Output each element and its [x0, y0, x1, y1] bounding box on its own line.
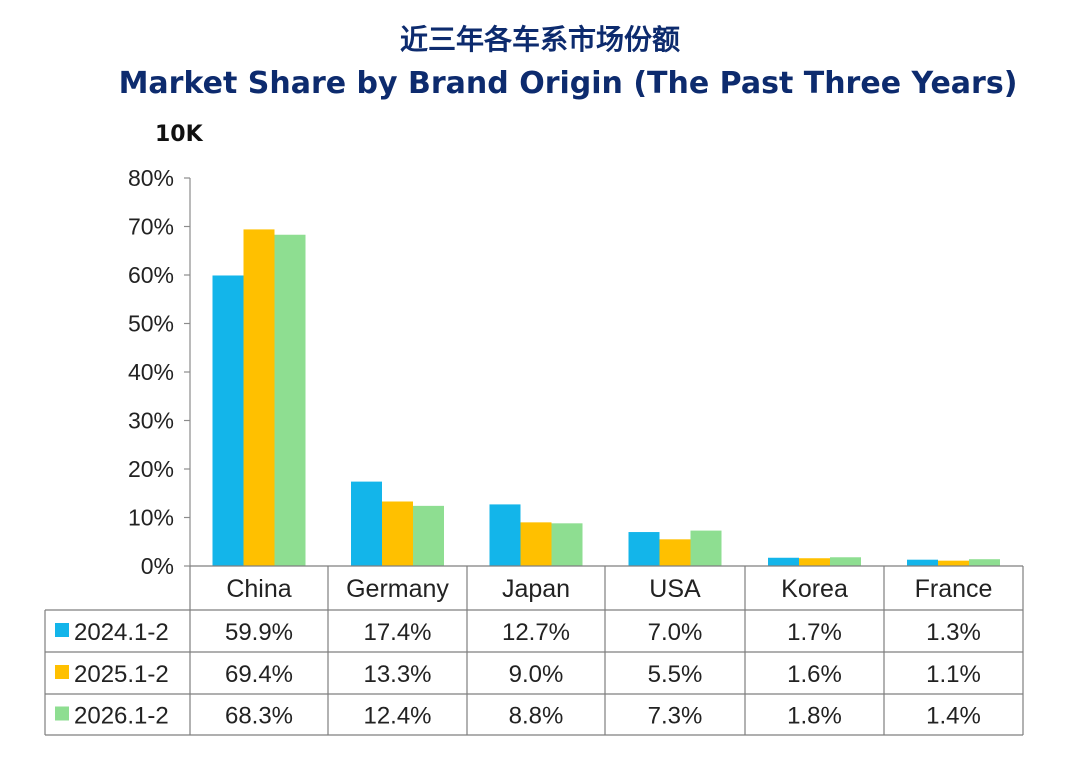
table-value: 7.0% — [648, 619, 703, 646]
table-value: 12.7% — [502, 619, 570, 646]
table-value: 1.1% — [926, 661, 981, 688]
category-label: Germany — [346, 575, 449, 603]
bar-france-0 — [907, 559, 938, 566]
table-value: 1.7% — [787, 619, 842, 646]
y-tick-label: 0% — [141, 553, 174, 579]
chart-title-english: Market Share by Brand Origin (The Past T… — [118, 66, 1018, 101]
y-tick-label: 30% — [128, 408, 174, 434]
y-tick-label: 50% — [128, 311, 174, 337]
table-value: 1.8% — [787, 703, 842, 730]
table-value: 1.4% — [926, 703, 981, 730]
unit-label: 10K — [155, 122, 203, 147]
table-value: 69.4% — [225, 661, 293, 688]
table-value: 59.9% — [225, 619, 293, 646]
legend-label: 2024.1-2 — [74, 619, 169, 646]
table-value: 1.3% — [926, 619, 981, 646]
y-tick-label: 10% — [128, 505, 174, 531]
bar-japan-0 — [489, 504, 521, 566]
category-label: France — [915, 575, 993, 603]
table-value: 17.4% — [363, 619, 431, 646]
table-value: 5.5% — [648, 661, 703, 688]
y-tick-label: 70% — [128, 214, 174, 240]
y-tick-label: 60% — [128, 262, 174, 288]
table-value: 7.3% — [648, 703, 703, 730]
bar-korea-0 — [768, 557, 799, 566]
category-label: China — [226, 575, 291, 603]
y-tick-label: 80% — [128, 165, 174, 191]
bar-germany-1 — [382, 501, 413, 566]
bar-china-1 — [243, 229, 275, 566]
bar-usa-2 — [690, 530, 722, 566]
bar-japan-2 — [551, 523, 583, 566]
legend-label: 2026.1-2 — [74, 703, 169, 730]
table-value: 68.3% — [225, 703, 293, 730]
bar-usa-1 — [659, 539, 691, 566]
bar-korea-2 — [830, 557, 861, 566]
table-value: 12.4% — [363, 703, 431, 730]
table-value: 1.6% — [787, 661, 842, 688]
bar-korea-1 — [799, 558, 830, 566]
legend-swatch — [55, 665, 69, 679]
bar-germany-2 — [413, 505, 444, 566]
bar-china-0 — [212, 275, 244, 566]
bar-france-1 — [938, 560, 969, 566]
category-label: USA — [649, 575, 701, 603]
bar-usa-0 — [628, 532, 660, 566]
table-value: 8.8% — [509, 703, 564, 730]
category-label: Korea — [781, 575, 848, 603]
bar-japan-1 — [520, 522, 552, 566]
table-value: 9.0% — [509, 661, 564, 688]
bar-germany-0 — [351, 481, 382, 566]
chart-title-chinese: 近三年各车系市场份额 — [399, 23, 680, 56]
y-tick-label: 40% — [128, 359, 174, 385]
legend-swatch — [55, 706, 69, 721]
table-value: 13.3% — [363, 661, 431, 688]
legend-swatch — [55, 623, 69, 637]
category-label: Japan — [502, 575, 570, 603]
bar-france-2 — [969, 559, 1000, 566]
legend-label: 2025.1-2 — [74, 661, 169, 688]
y-tick-label: 20% — [128, 456, 174, 482]
bar-china-2 — [274, 234, 306, 566]
